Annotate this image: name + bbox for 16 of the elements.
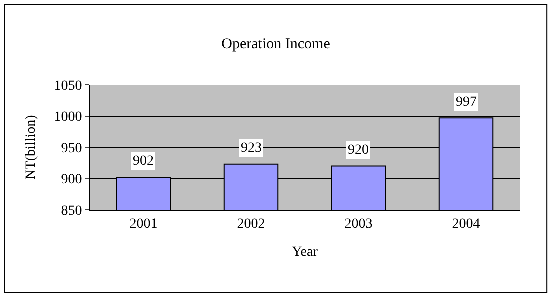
y-axis-title: NT(billion) [24, 114, 39, 180]
data-label: 902 [133, 154, 154, 169]
data-label: 920 [348, 143, 369, 158]
data-label: 997 [456, 95, 477, 110]
x-axis-title: Year [292, 245, 318, 260]
chart-title: Operation Income [222, 36, 331, 52]
y-tick-label: 1050 [54, 78, 82, 94]
data-label: 923 [241, 141, 262, 156]
x-tick-label: 2001 [130, 216, 158, 232]
x-tick-label: 2003 [344, 216, 373, 232]
x-tick-label: 2004 [452, 216, 480, 232]
y-tick-label: 1000 [54, 110, 82, 126]
x-tick-label: 2002 [237, 216, 266, 232]
y-tick-label: 950 [61, 141, 82, 156]
y-tick-label: 850 [61, 204, 82, 219]
y-tick-label: 900 [61, 172, 82, 188]
